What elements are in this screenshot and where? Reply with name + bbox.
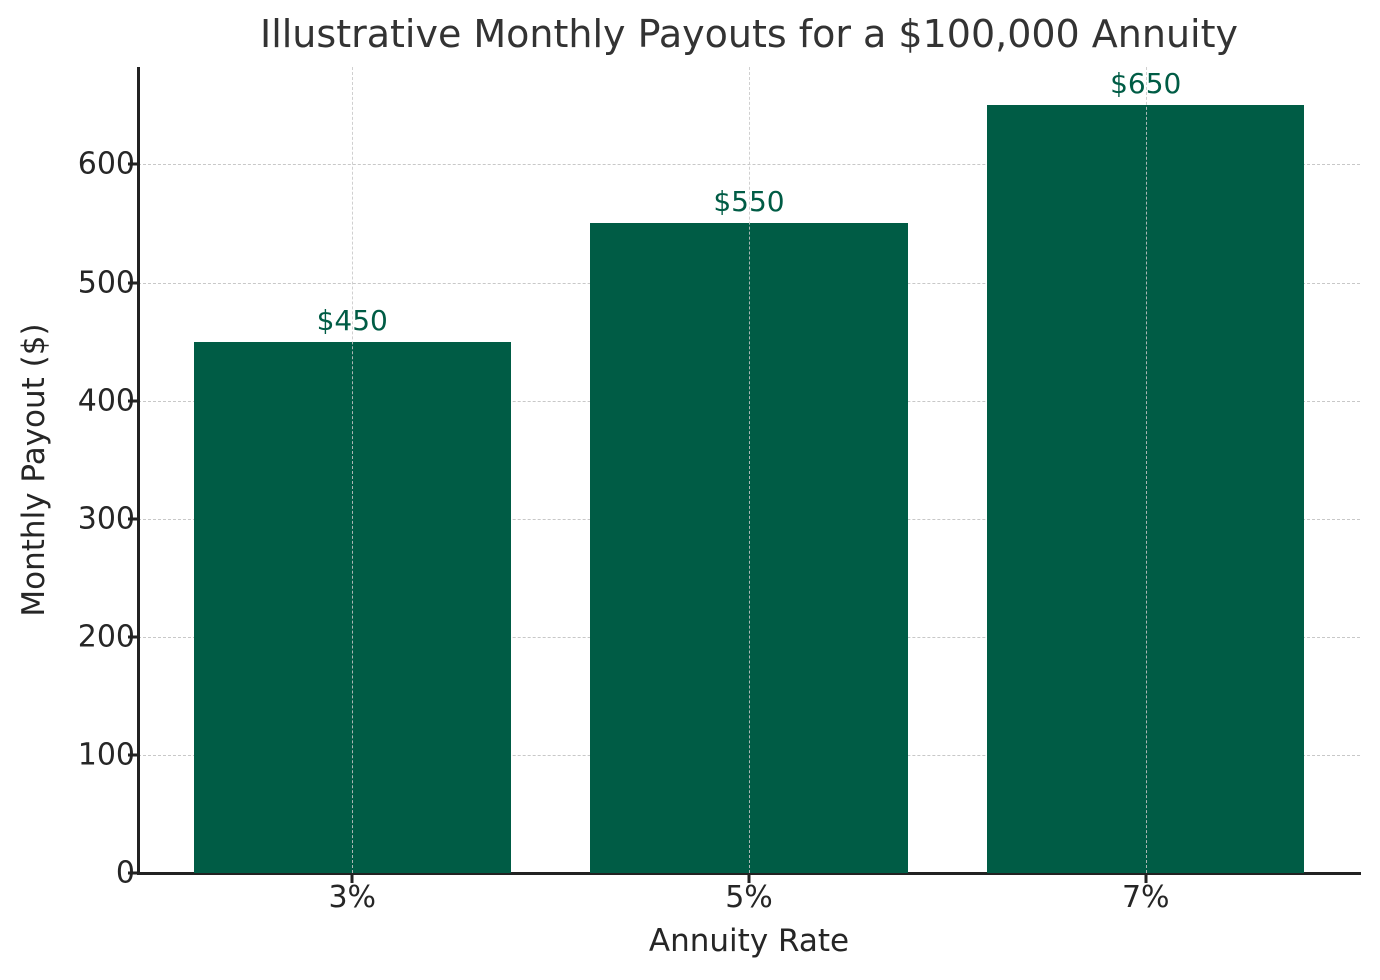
bar-3pct [193, 341, 511, 873]
bar-5pct [590, 223, 908, 873]
v-gridline [749, 67, 750, 873]
y-tick-mark [128, 871, 138, 875]
y-tick-mark [128, 162, 138, 166]
y-axis-label: Monthly Payout ($) [16, 323, 52, 617]
y-tick-mark [128, 399, 138, 403]
x-axis-label: Annuity Rate [648, 923, 850, 959]
chart-title: Illustrative Monthly Payouts for a $100,… [259, 12, 1239, 56]
y-tick-label: 400 [77, 383, 135, 419]
y-tick-mark [128, 753, 138, 757]
x-tick-mark [747, 873, 751, 883]
y-axis-line [137, 67, 140, 875]
x-tick-label: 3% [328, 880, 377, 915]
y-tick-label: 200 [77, 619, 135, 655]
bar-7pct [987, 105, 1305, 873]
y-tick-label: 300 [77, 501, 135, 537]
y-tick-label: 0 [115, 855, 135, 891]
v-gridline [352, 67, 354, 873]
y-tick-mark [128, 281, 138, 285]
bar-value-label: $450 [316, 303, 388, 337]
x-tick-label: 7% [1121, 880, 1170, 915]
v-gridline [1145, 67, 1147, 873]
x-tick-mark [350, 873, 354, 883]
bar-value-label: $650 [1110, 67, 1182, 101]
y-tick-mark [128, 517, 138, 521]
y-tick-label: 500 [77, 265, 135, 301]
x-tick-label: 5% [725, 880, 773, 915]
y-tick-label: 100 [77, 737, 135, 773]
x-tick-mark [1144, 873, 1148, 883]
y-tick-mark [128, 635, 138, 639]
plot-area: $450 $550 $650 [138, 67, 1360, 873]
y-tick-label: 600 [77, 146, 135, 182]
bar-value-label: $550 [713, 185, 785, 219]
